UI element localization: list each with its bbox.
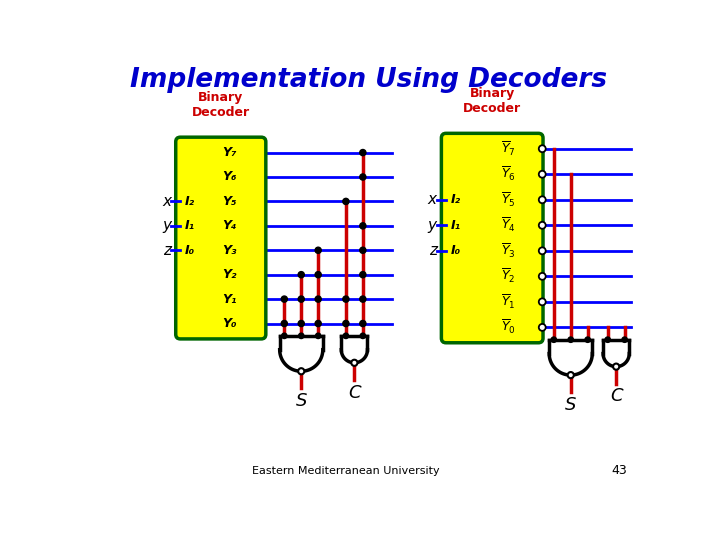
Circle shape <box>360 247 366 253</box>
Text: S: S <box>565 396 577 414</box>
Text: z: z <box>163 243 171 258</box>
Circle shape <box>539 222 546 229</box>
FancyBboxPatch shape <box>441 133 543 343</box>
Text: $\overline{Y}_5$: $\overline{Y}_5$ <box>501 191 516 209</box>
Text: Y₁: Y₁ <box>222 293 237 306</box>
Text: $\overline{Y}_7$: $\overline{Y}_7$ <box>501 140 516 158</box>
Circle shape <box>351 360 357 366</box>
Text: x: x <box>428 192 437 207</box>
Circle shape <box>360 174 366 180</box>
Circle shape <box>551 337 557 342</box>
Circle shape <box>605 337 611 342</box>
Circle shape <box>360 223 366 229</box>
Text: S: S <box>295 392 307 410</box>
Text: I₁: I₁ <box>185 219 195 232</box>
Polygon shape <box>279 336 323 372</box>
Polygon shape <box>341 336 367 363</box>
Circle shape <box>282 333 287 339</box>
Text: Y₂: Y₂ <box>222 268 237 281</box>
Text: $\overline{Y}_1$: $\overline{Y}_1$ <box>501 293 516 311</box>
Circle shape <box>539 247 546 254</box>
Text: I₂: I₂ <box>451 193 461 206</box>
Text: $\overline{Y}_4$: $\overline{Y}_4$ <box>501 216 516 234</box>
Circle shape <box>315 296 321 302</box>
FancyBboxPatch shape <box>176 137 266 339</box>
Circle shape <box>315 333 321 339</box>
Text: Y₀: Y₀ <box>222 317 237 330</box>
Polygon shape <box>549 340 593 375</box>
Circle shape <box>343 198 349 205</box>
Text: Y₅: Y₅ <box>222 195 237 208</box>
Text: Y₃: Y₃ <box>222 244 237 256</box>
Text: I₀: I₀ <box>451 244 461 258</box>
Text: C: C <box>610 387 623 406</box>
Circle shape <box>585 337 590 342</box>
Circle shape <box>299 333 304 339</box>
Circle shape <box>282 320 287 327</box>
Text: Implementation Using Decoders: Implementation Using Decoders <box>130 67 608 93</box>
Circle shape <box>568 337 573 342</box>
Text: Eastern Mediterranean University: Eastern Mediterranean University <box>252 465 440 476</box>
Circle shape <box>622 337 627 342</box>
Circle shape <box>343 320 349 327</box>
Circle shape <box>360 150 366 156</box>
Circle shape <box>282 296 287 302</box>
Text: x: x <box>162 194 171 209</box>
Circle shape <box>613 363 619 370</box>
Circle shape <box>539 197 546 203</box>
Text: Y₆: Y₆ <box>222 171 237 184</box>
Circle shape <box>539 171 546 178</box>
Circle shape <box>360 333 366 339</box>
Text: I₀: I₀ <box>185 244 195 256</box>
Text: Binary
Decoder: Binary Decoder <box>463 87 521 115</box>
Text: $\overline{Y}_2$: $\overline{Y}_2$ <box>501 267 516 286</box>
Circle shape <box>539 273 546 280</box>
Circle shape <box>343 296 349 302</box>
Text: y: y <box>428 218 437 233</box>
Circle shape <box>315 272 321 278</box>
Text: I₁: I₁ <box>451 219 461 232</box>
Text: $\overline{Y}_0$: $\overline{Y}_0$ <box>501 318 516 336</box>
Circle shape <box>298 296 305 302</box>
Polygon shape <box>603 340 629 367</box>
Circle shape <box>360 272 366 278</box>
Circle shape <box>298 272 305 278</box>
Circle shape <box>360 296 366 302</box>
Circle shape <box>315 320 321 327</box>
Text: 43: 43 <box>611 464 627 477</box>
Text: Y₇: Y₇ <box>222 146 237 159</box>
Circle shape <box>539 299 546 305</box>
Text: Y₄: Y₄ <box>222 219 237 232</box>
Text: $\overline{Y}_3$: $\overline{Y}_3$ <box>501 242 516 260</box>
Circle shape <box>298 368 305 374</box>
Text: $\overline{Y}_6$: $\overline{Y}_6$ <box>501 165 516 184</box>
Circle shape <box>567 372 574 378</box>
Text: I₂: I₂ <box>185 195 195 208</box>
Text: Binary
Decoder: Binary Decoder <box>192 91 250 119</box>
Circle shape <box>315 247 321 253</box>
Text: C: C <box>348 383 361 402</box>
Circle shape <box>539 324 546 331</box>
Circle shape <box>298 320 305 327</box>
Text: z: z <box>429 244 437 258</box>
Circle shape <box>539 145 546 152</box>
Circle shape <box>343 333 348 339</box>
Circle shape <box>360 320 366 327</box>
Text: y: y <box>162 218 171 233</box>
